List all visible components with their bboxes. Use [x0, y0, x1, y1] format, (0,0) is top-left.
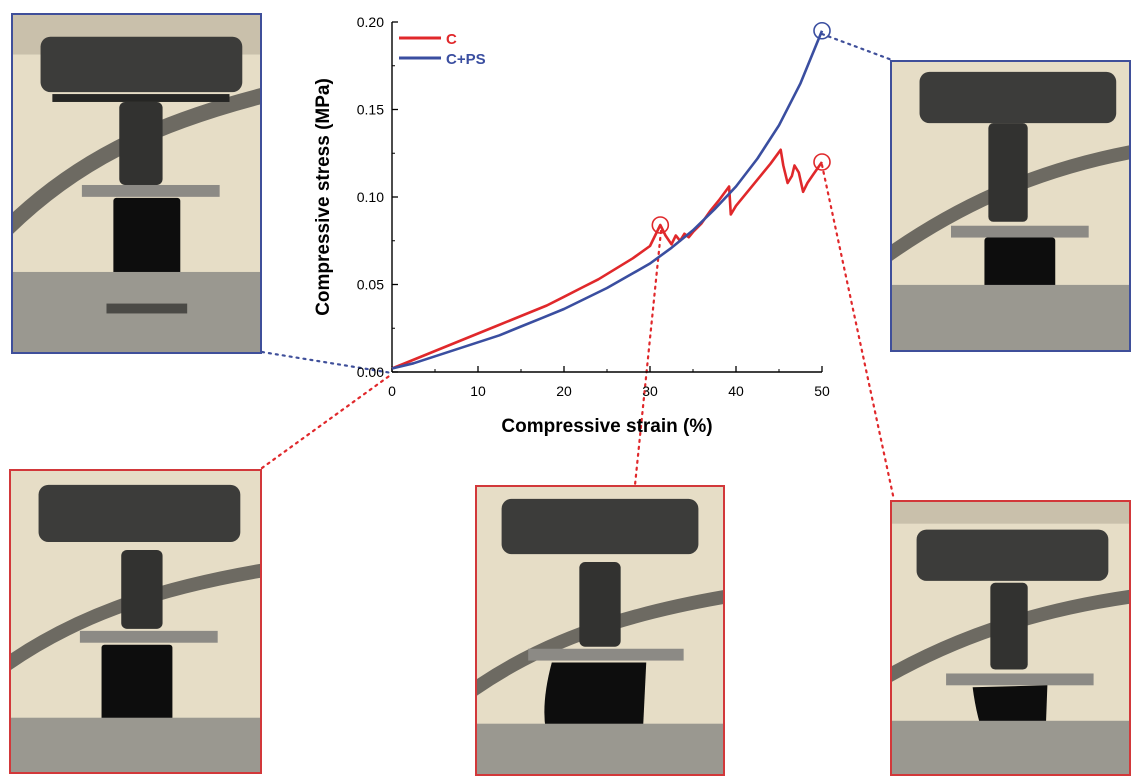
- y-tick-label: 0.15: [357, 102, 384, 118]
- compression-test-photo: [892, 502, 1129, 774]
- connector-red-end: [820, 163, 896, 502]
- photo-c-ps-final: [890, 60, 1131, 352]
- compression-test-photo: [13, 15, 260, 352]
- connector-blue-end: [820, 32, 894, 62]
- photo-c-ps-initial: [11, 13, 262, 354]
- y-tick-label: 0.10: [357, 189, 384, 205]
- photo-c-mid: [475, 485, 725, 776]
- y-tick-label: 0.20: [357, 14, 384, 30]
- y-tick-label: 0.00: [357, 364, 384, 380]
- compression-test-photo: [11, 471, 260, 772]
- x-tick-label: 0: [388, 383, 396, 399]
- compression-test-photo: [477, 487, 723, 774]
- highlight-marker: [813, 153, 831, 171]
- photo-c-final: [890, 500, 1131, 776]
- legend-label: C: [446, 31, 457, 48]
- x-tick-label: 30: [642, 383, 658, 399]
- series-line-c: [391, 148, 824, 370]
- x-axis-label: Compressive strain (%): [501, 416, 712, 437]
- connector-lines: [260, 32, 896, 502]
- highlight-marker: [813, 21, 831, 40]
- legend-label: C+PS: [446, 51, 486, 68]
- plot-area: 0.00 0.05 0.10 0.15 0.20 0 10 20 30 40 50 Compres…: [313, 14, 831, 437]
- y-tick-label: 0.05: [357, 277, 384, 293]
- connector-blue-start: [260, 350, 394, 375]
- photo-c-initial: [9, 469, 262, 774]
- highlight-marker: [651, 216, 670, 234]
- x-tick-label: 10: [470, 383, 486, 399]
- connector-red-mid: [633, 229, 663, 487]
- y-axis-label: Compressive stress (MPa): [313, 78, 334, 316]
- x-tick-label: 20: [556, 383, 572, 399]
- x-axis-ticks: 0 10 20 30 40 50: [388, 366, 830, 399]
- x-tick-label: 40: [728, 383, 744, 399]
- connector-red-start: [260, 372, 394, 470]
- series-layer: [391, 30, 824, 370]
- y-axis-ticks: 0.00 0.05 0.10 0.15 0.20: [357, 14, 398, 380]
- compression-test-photo: [892, 62, 1129, 350]
- x-tick-label: 50: [814, 383, 830, 399]
- legend: C C+PS: [399, 31, 486, 68]
- marker-layer: [651, 21, 831, 234]
- series-line-c-ps: [391, 30, 824, 370]
